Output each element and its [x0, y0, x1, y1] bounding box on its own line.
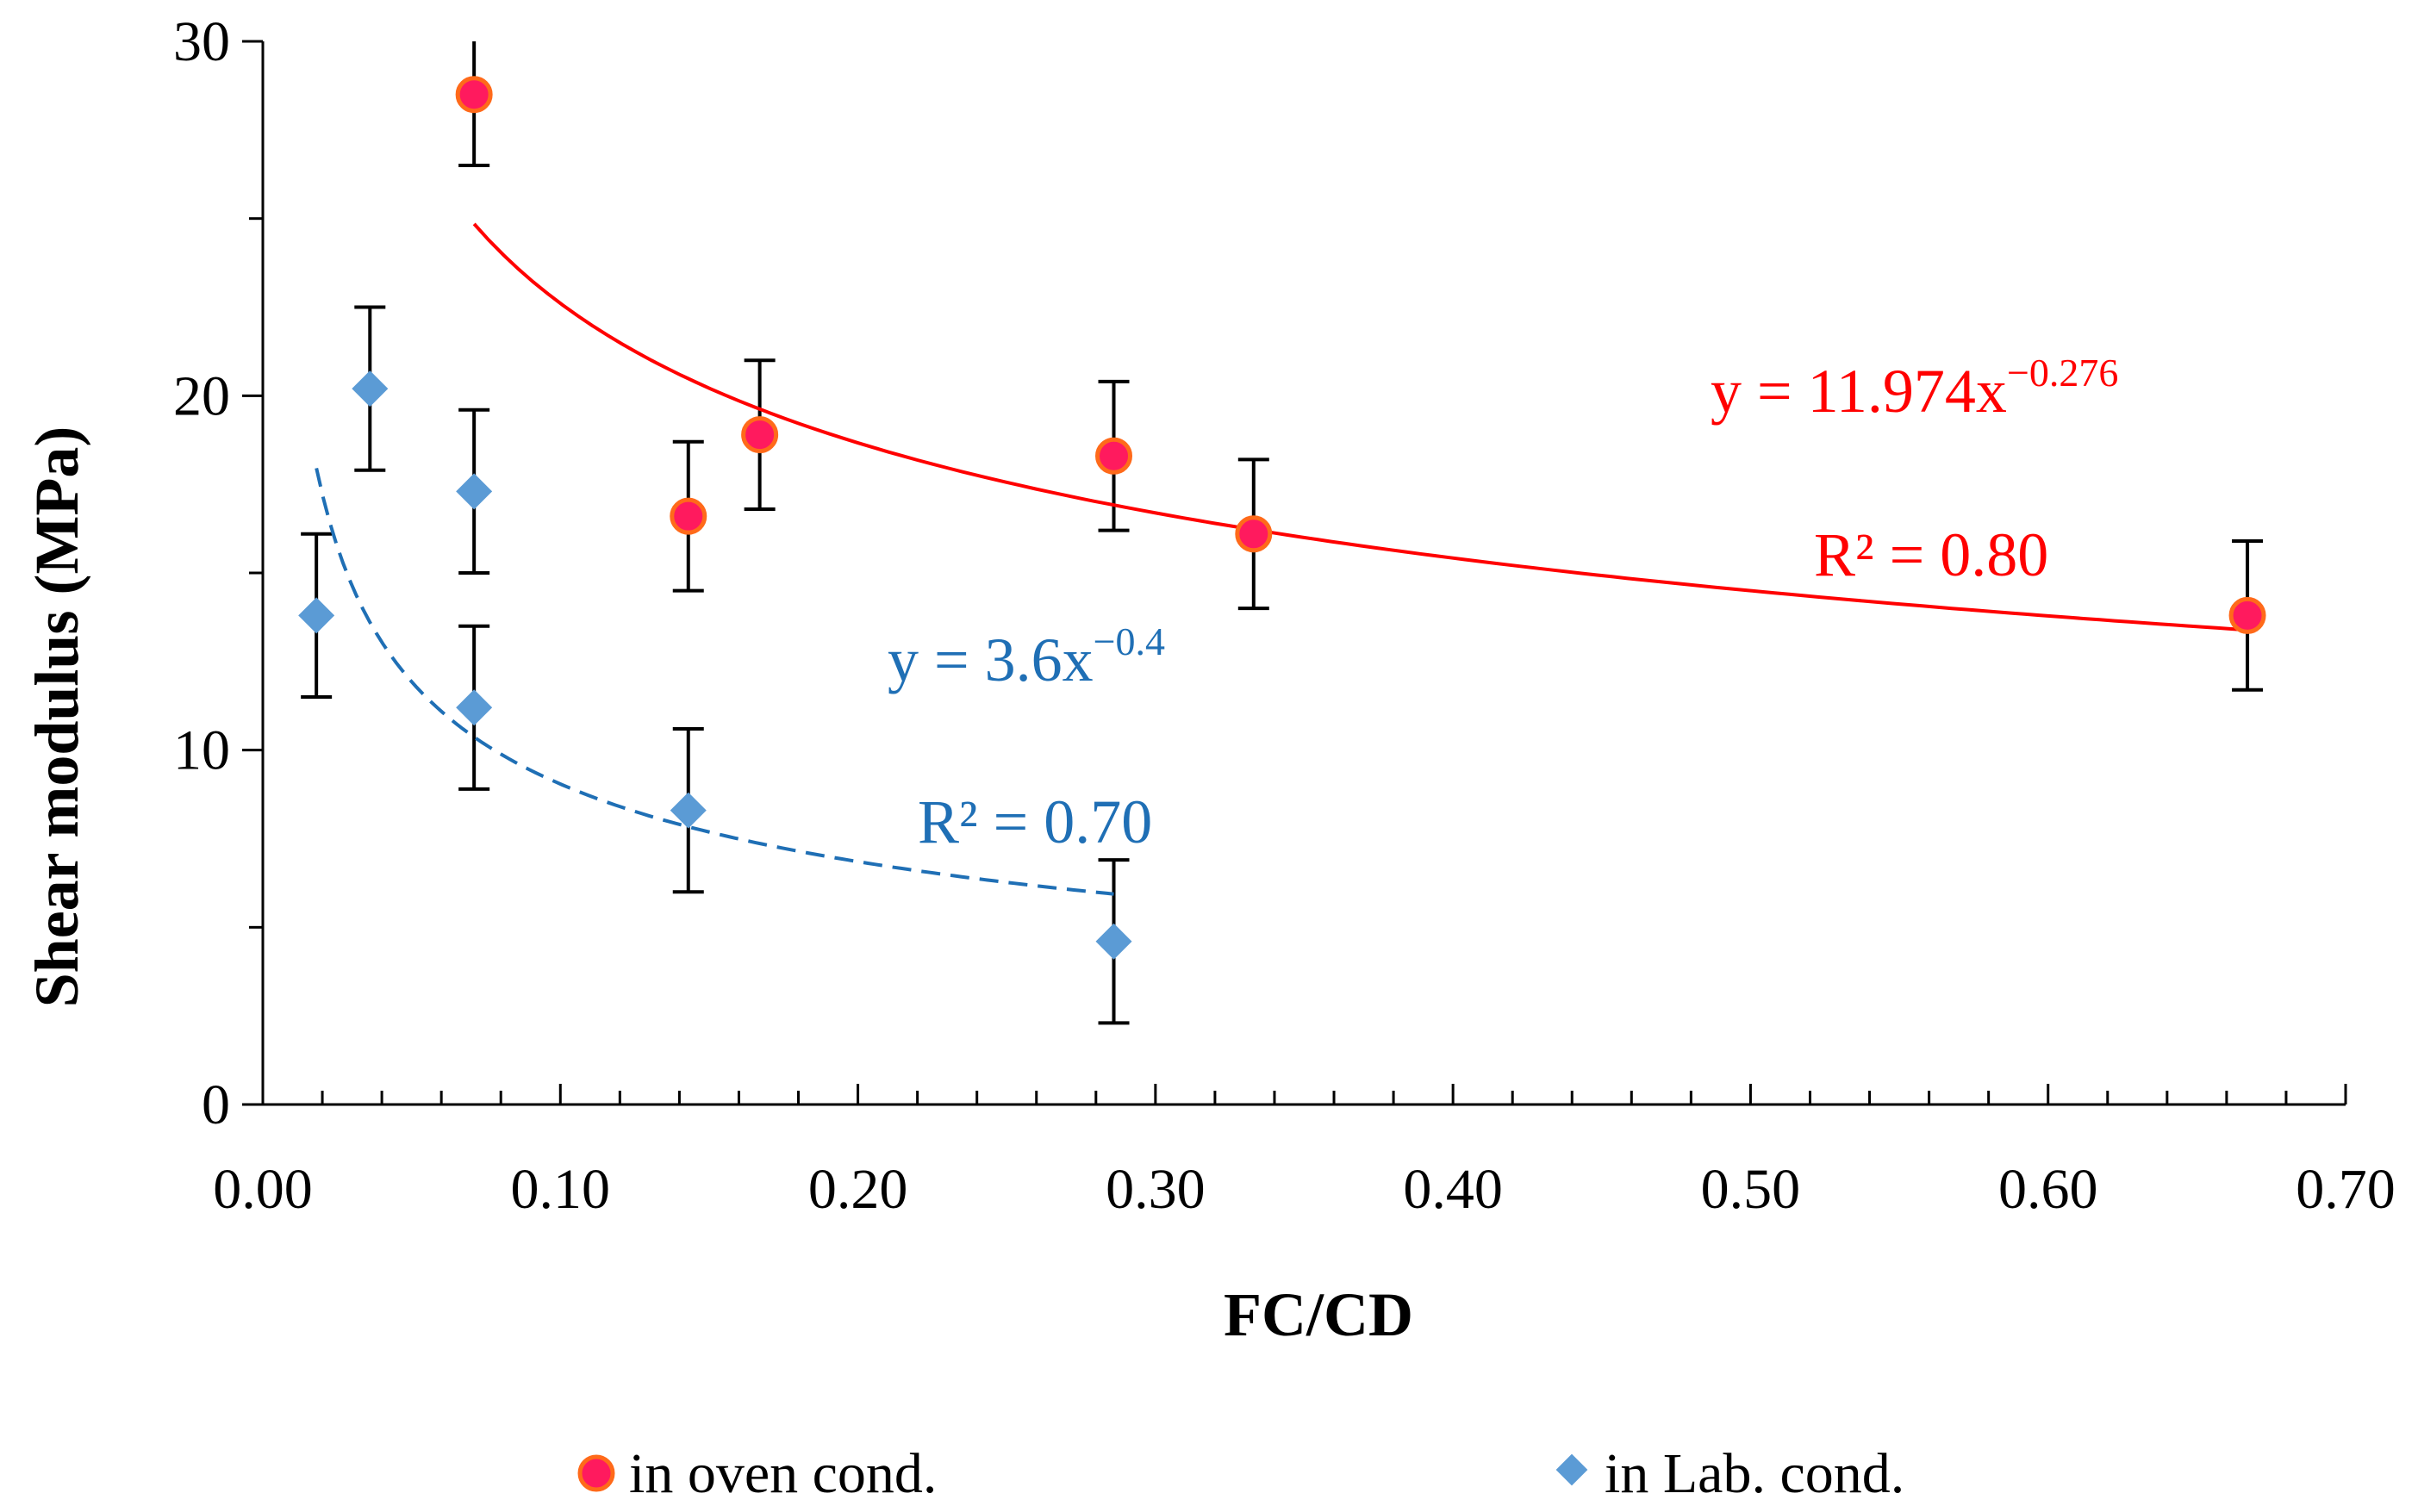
oven-trendline	[472, 222, 2248, 632]
lab-trend-r2: R² = 0.70	[918, 787, 1152, 856]
oven-data-point	[455, 76, 493, 114]
legend-lab-marker	[1555, 1453, 1588, 1486]
x-tick-label: 0.30	[1106, 1158, 1206, 1221]
legend-oven-label: in oven cond.	[629, 1442, 937, 1505]
lab-data-point	[298, 597, 335, 634]
legend-oven-marker	[577, 1454, 615, 1492]
y-tick-label: 0	[202, 1073, 230, 1136]
x-tick-label: 0.10	[511, 1158, 611, 1221]
data-markers	[298, 76, 2266, 960]
x-tick-label: 0.60	[1998, 1158, 2098, 1221]
lab-trendline	[315, 467, 1114, 896]
oven-data-point	[741, 416, 779, 454]
oven-trend-r2: R² = 0.80	[1814, 520, 2048, 589]
tick-labels: 0 10 20 30 0.00 0.10 0.20 0.30 0.40 0.50 0.60 0.70	[173, 10, 2396, 1221]
axes	[242, 40, 2347, 1106]
trendlines	[315, 222, 2248, 896]
lab-data-point	[352, 370, 389, 408]
legend: in oven cond. in Lab. cond.	[577, 1442, 1904, 1505]
lab-data-point	[1095, 923, 1132, 960]
x-tick-label: 0.20	[808, 1158, 908, 1221]
legend-lab-label: in Lab. cond.	[1605, 1442, 1904, 1505]
x-tick-label: 0.40	[1403, 1158, 1503, 1221]
lab-trend-equation: y = 3.6x−0.4	[888, 619, 1165, 694]
oven-data-point	[1235, 515, 1273, 553]
x-tick-label: 0.70	[2296, 1158, 2396, 1221]
y-axis-title: Shear modulus (MPa)	[22, 426, 91, 1008]
oven-trend-equation: y = 11.974x−0.276	[1711, 351, 2118, 426]
x-tick-label: 0.50	[1701, 1158, 1801, 1221]
oven-data-point	[670, 497, 707, 535]
oven-data-point	[2228, 596, 2266, 634]
x-tick-label: 0.00	[213, 1158, 313, 1221]
lab-data-point	[670, 792, 707, 829]
y-tick-label: 10	[173, 719, 230, 782]
y-tick-label: 20	[173, 364, 230, 427]
y-tick-label: 30	[173, 10, 230, 73]
lab-data-point	[456, 689, 493, 726]
oven-data-point	[1095, 437, 1133, 475]
x-axis-title: FC/CD	[1224, 1280, 1413, 1349]
lab-data-point	[456, 473, 493, 510]
